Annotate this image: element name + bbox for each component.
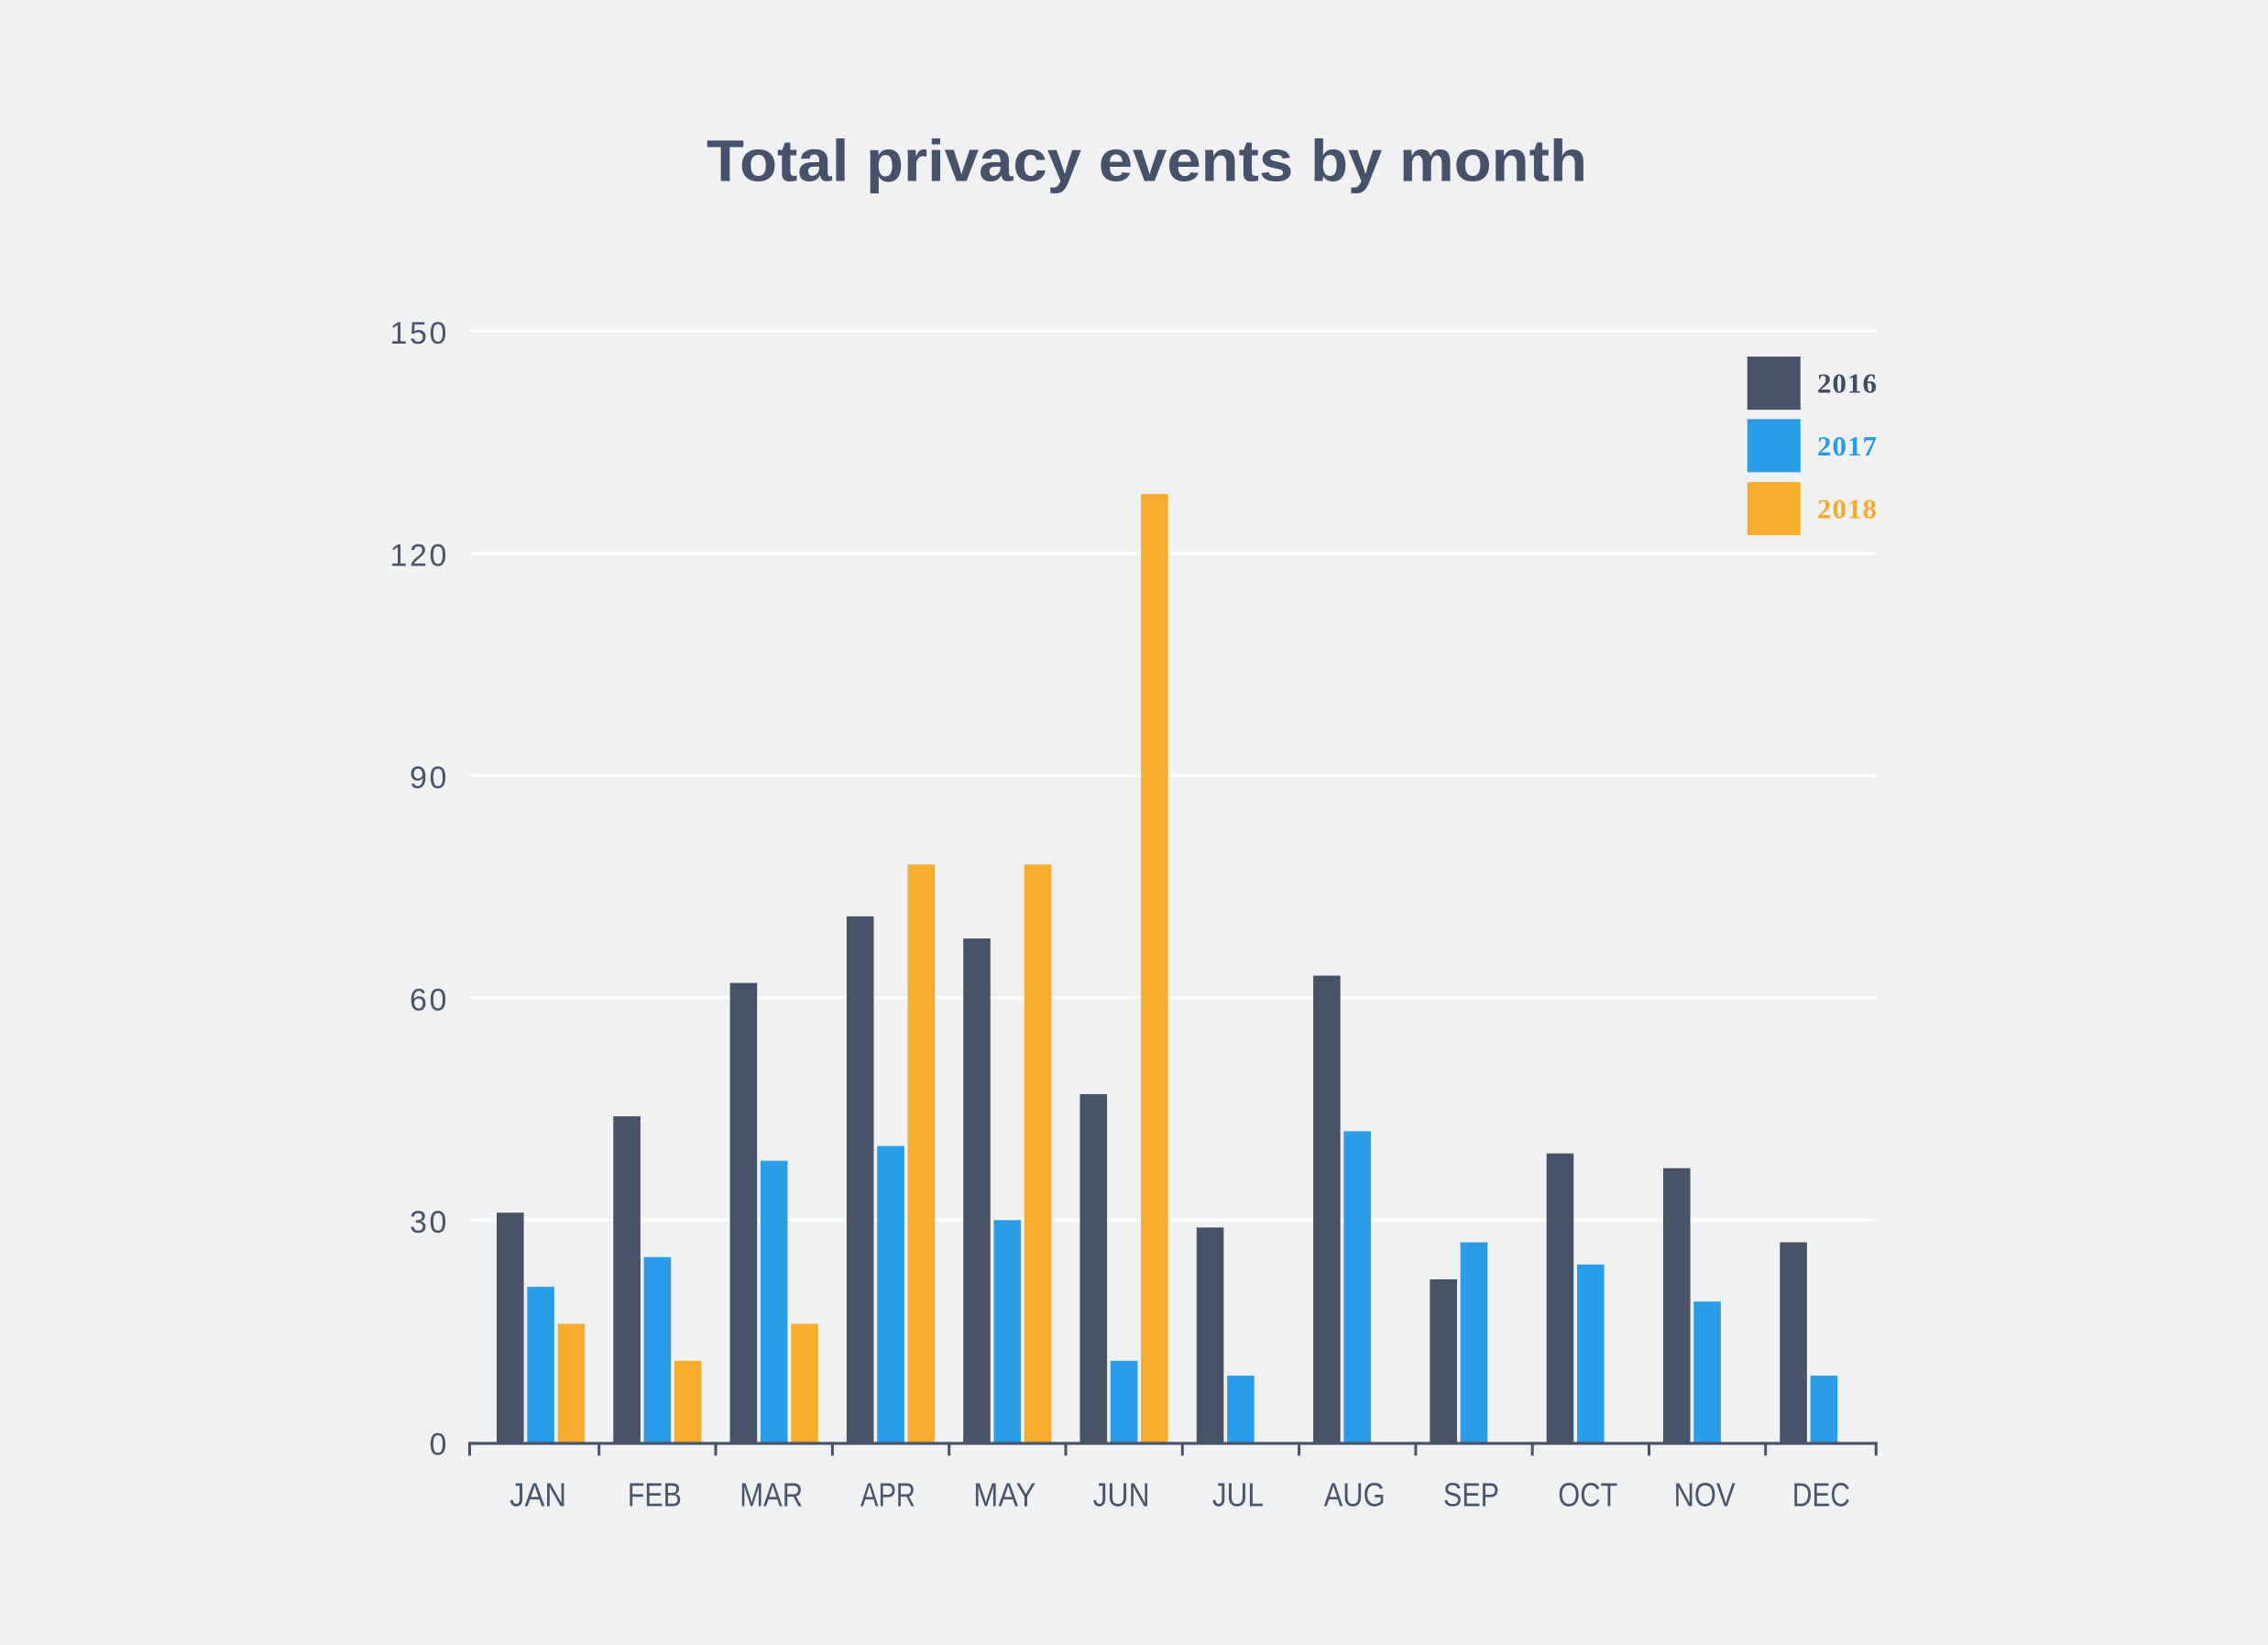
svg-text:APR: APR: [860, 1476, 915, 1514]
svg-text:SEP: SEP: [1443, 1476, 1499, 1514]
svg-text:0: 0: [429, 1427, 449, 1462]
svg-text:NOV: NOV: [1674, 1476, 1736, 1514]
svg-text:Total privacy events by month: Total privacy events by month: [707, 128, 1587, 194]
svg-text:90: 90: [410, 761, 449, 795]
svg-text:150: 150: [389, 316, 449, 351]
svg-text:JUN: JUN: [1093, 1476, 1150, 1514]
svg-text:MAR: MAR: [740, 1476, 803, 1514]
svg-text:JAN: JAN: [509, 1476, 566, 1514]
svg-text:JUL: JUL: [1212, 1476, 1264, 1514]
svg-text:FEB: FEB: [628, 1476, 682, 1514]
svg-text:60: 60: [410, 982, 449, 1017]
svg-text:120: 120: [389, 538, 449, 573]
svg-text:2016: 2016: [1817, 367, 1878, 400]
svg-text:AUG: AUG: [1324, 1476, 1386, 1514]
svg-text:2017: 2017: [1817, 430, 1878, 462]
svg-text:2018: 2018: [1817, 493, 1878, 525]
svg-text:DEC: DEC: [1792, 1476, 1850, 1514]
svg-text:MAY: MAY: [973, 1476, 1035, 1514]
svg-text:30: 30: [410, 1205, 449, 1240]
svg-text:OCT: OCT: [1558, 1476, 1617, 1514]
